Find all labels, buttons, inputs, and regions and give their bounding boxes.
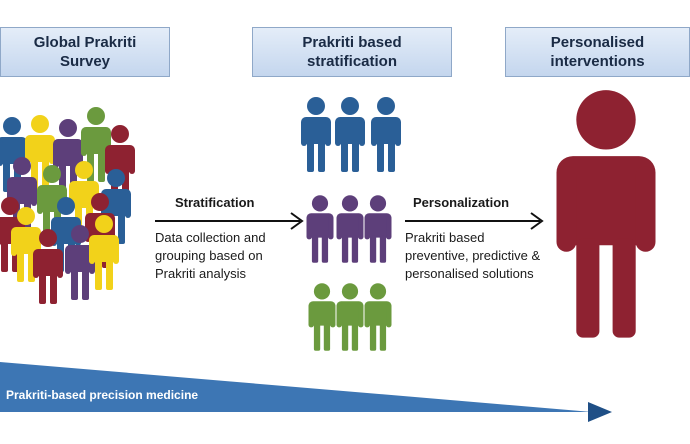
- stage-interventions-title: Personalised interventions: [550, 34, 645, 70]
- stage-interventions-box: Personalised interventions: [505, 27, 690, 77]
- personalization-description: Prakriti based preventive, predictive & …: [405, 230, 541, 281]
- purple-person-icon: [336, 195, 364, 263]
- blue-person-icon: [371, 97, 401, 172]
- stratification-arrow: [155, 212, 304, 230]
- green-person-icon: [364, 283, 392, 351]
- stage-survey-box: Global Prakriti Survey: [0, 27, 170, 77]
- personalization-label: Personalization: [413, 195, 510, 210]
- stage-stratification-box: Prakriti based stratification: [252, 27, 452, 77]
- stage-survey-title: Global Prakriti Survey: [33, 34, 137, 70]
- green-group: [308, 283, 392, 351]
- blue-person-icon: [301, 97, 331, 172]
- blue-person-icon: [335, 97, 365, 172]
- personalization-arrow: [405, 212, 544, 230]
- stratification-label: Stratification: [175, 195, 255, 210]
- big-person-icon: [556, 90, 656, 338]
- precision-medicine-banner: [0, 362, 612, 422]
- purple-person-icon: [306, 195, 334, 263]
- individual-person-icon: [556, 90, 656, 338]
- blue-group: [301, 97, 401, 172]
- stage-stratification-title: Prakriti based stratification: [302, 34, 402, 70]
- purple-group: [306, 195, 392, 263]
- green-person-icon: [308, 283, 336, 351]
- purple-person-icon: [364, 195, 392, 263]
- crowd-figures: [0, 107, 135, 304]
- banner-label: Prakriti-based precision medicine: [6, 388, 199, 402]
- stratification-description: Data collection and grouping based on Pr…: [155, 230, 266, 281]
- green-person-icon: [336, 283, 364, 351]
